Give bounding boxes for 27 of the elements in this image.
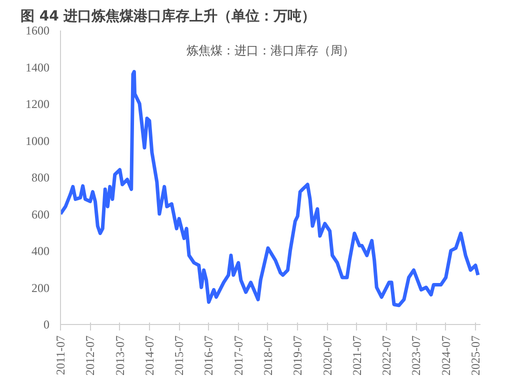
line-series — [60, 70, 480, 308]
y-tick-label: 1400 — [26, 60, 50, 74]
x-tick-label: 2014-07 — [142, 335, 156, 376]
text: 炼焦煤：进口：港口库存（周） — [186, 44, 354, 58]
y-tick-label: 200 — [32, 280, 50, 295]
y-tick-label: 1600 — [26, 24, 50, 38]
y-tick-label: 0 — [44, 318, 50, 332]
x-tick-label: 2013-07 — [112, 335, 127, 376]
x-tick-label: 2024-07 — [438, 335, 453, 376]
y-tick-label: 800 — [32, 170, 50, 184]
x-tick-label: 2025-07 — [468, 335, 482, 376]
x-tick-label: 2012-07 — [83, 335, 98, 376]
x-tick-label: 2023-07 — [409, 335, 424, 376]
x-tick-label: 2018-07 — [260, 335, 275, 376]
x-tick-label: 2022-07 — [380, 335, 394, 376]
x-tick-label: 2020-07 — [320, 335, 334, 376]
y-tick-label: 600 — [32, 207, 50, 222]
x-tick-label: 2019-07 — [290, 335, 305, 376]
x-tick-label: 2017-07 — [231, 335, 246, 376]
y-tick-label: 1000 — [26, 134, 50, 148]
x-tick-label: 2015-07 — [172, 335, 186, 376]
x-tick-label: 2011-07 — [54, 335, 68, 376]
y-tick-label: 400 — [32, 244, 50, 258]
x-tick-label: 2021-07 — [350, 335, 364, 376]
y-tick-label: 1200 — [26, 97, 50, 111]
x-tick-label: 2016-07 — [202, 335, 216, 376]
chart-title: 图 44 进口炼焦煤港口库存上升（单位：万吨） — [20, 8, 316, 24]
